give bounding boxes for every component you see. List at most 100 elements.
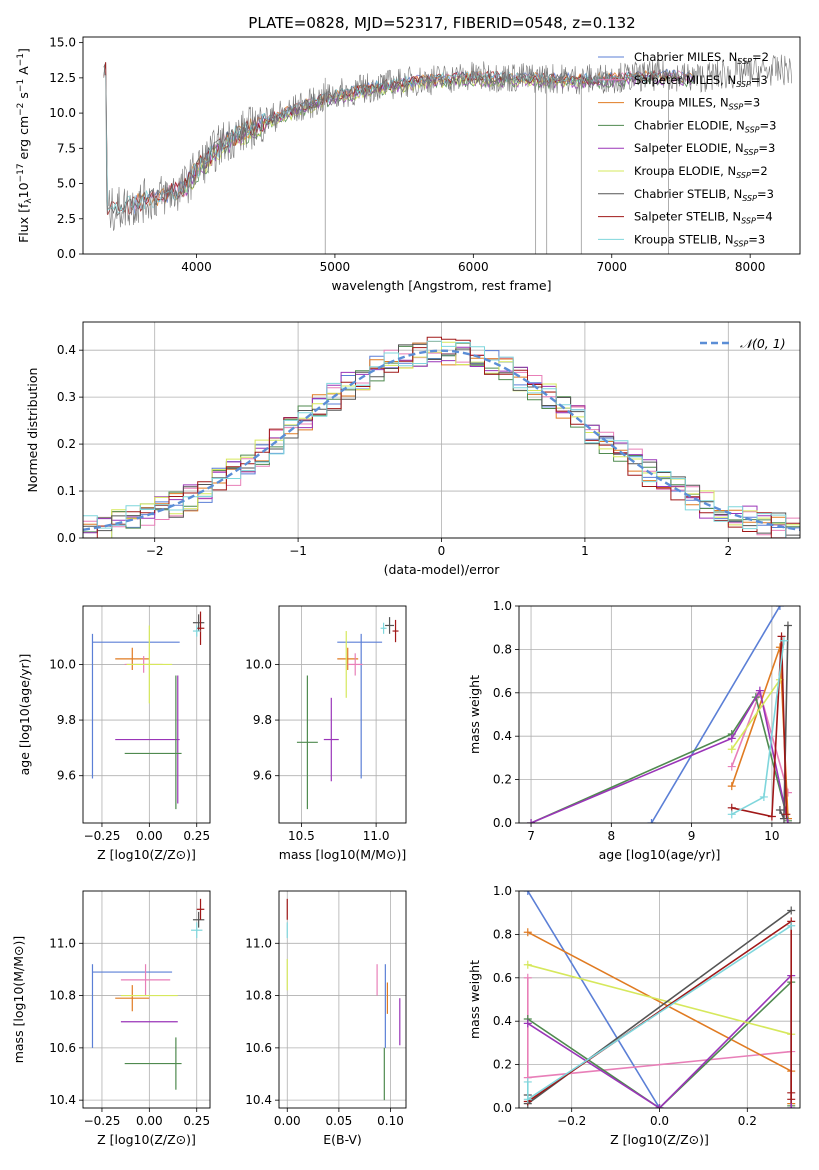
weight-marker	[523, 960, 532, 969]
errorbar-point	[196, 898, 205, 920]
x-tick-label: 9	[688, 829, 696, 843]
errorbar-point	[191, 922, 203, 939]
x-tick-label: −1	[289, 544, 307, 558]
x-axis-label: mass [log10(M/M⊙)]	[279, 847, 407, 862]
x-tick-label: 7000	[596, 260, 627, 274]
weight-marker	[655, 1104, 664, 1108]
errorbar-point	[192, 911, 205, 928]
weight-line-salpeter-stelib	[731, 636, 788, 818]
x-tick-label: 0.25	[183, 1114, 210, 1128]
axes-frame	[518, 890, 801, 1109]
errorbar-point	[126, 625, 173, 704]
weight-marker	[767, 812, 776, 821]
x-tick-label: 0.00	[136, 1114, 163, 1128]
x-tick-label: 6000	[458, 260, 489, 274]
y-tick-label: 1.0	[493, 884, 512, 898]
weight-marker	[779, 814, 788, 823]
x-tick-label: 0.2	[738, 1114, 757, 1128]
y-tick-label: 5.0	[57, 177, 76, 191]
legend-entry: Chabrier STELIB, NSSP=3	[634, 187, 774, 203]
weight-marker	[727, 734, 736, 743]
weight-line-salpeter-elodie	[530, 688, 789, 823]
weight-marker	[775, 606, 784, 610]
x-axis-label: wavelength [Angstrom, rest frame]	[331, 278, 551, 293]
y-tick-label: 10.6	[49, 1041, 76, 1055]
errorbar-point	[380, 622, 387, 634]
weight-marker	[727, 762, 736, 771]
y-tick-label: 9.6	[57, 769, 76, 783]
plot-area	[286, 898, 401, 1101]
weight-marker	[783, 621, 792, 630]
errorbar-point	[196, 611, 205, 645]
y-tick-label: 10.0	[49, 106, 76, 120]
weight-marker	[759, 792, 768, 801]
weight-marker	[783, 819, 792, 823]
x-axis-label: Z [log10(Z/Z⊙)]	[97, 1132, 196, 1147]
weight-marker	[727, 745, 736, 754]
plot-area	[103, 54, 792, 254]
x-axis-label: (data-model)/error	[384, 562, 501, 577]
weight-marker	[727, 810, 736, 819]
axes-frame	[278, 890, 407, 1109]
errorbar-point	[392, 619, 399, 643]
chart-age-vs-Z: −0.25 0.00 0.25 9.6 9.8 10.0 Z [log10(Z/Z⊙)] ag…	[17, 605, 211, 862]
errorbar-point	[192, 625, 201, 637]
x-tick-label: −0.2	[557, 1114, 586, 1128]
plot-area	[91, 898, 205, 1090]
y-tick-label: 10.8	[49, 989, 76, 1003]
legend-entry: Kroupa STELIB, NSSP=3	[634, 232, 765, 248]
y-tick-label: 12.5	[49, 71, 76, 85]
chart-spectrum: 4000 5000 6000 7000 8000 0.0 2.5 5.0 7.5 10.0 12.5…	[16, 36, 801, 293]
legend-entry: Salpeter ELODIE, NSSP=3	[634, 141, 775, 157]
chart-weight-vs-Z: −0.2 0.0 0.2 0.0 0.2 0.4 0.6 0.8 1.0 Z [log10(Z/Z…	[467, 884, 801, 1147]
spectrum-model-salpeter-miles	[133, 69, 695, 212]
y-tick-label: 10.8	[245, 989, 272, 1003]
y-tick-label: 10.0	[245, 657, 272, 671]
chart-mass-vs-Z: −0.25 0.00 0.25 10.4 10.6 10.8 11.0 Z [log10(Z/…	[11, 890, 211, 1147]
weight-marker	[787, 906, 796, 915]
spectrum-model-chabrier-elodie	[182, 73, 695, 194]
x-tick-label: 8000	[735, 260, 766, 274]
chart-age-vs-mass: 10.5 11.0 9.6 9.8 10.0 mass [log10(M/M⊙)]	[245, 605, 407, 862]
spectrum-model-kroupa-elodie	[182, 74, 585, 194]
y-axis-label: mass weight	[467, 960, 482, 1039]
spectrum-model-kroupa-miles	[133, 69, 695, 207]
axes-frame	[278, 605, 407, 824]
weight-marker	[787, 1104, 796, 1108]
spectrum-data-line	[103, 54, 792, 231]
x-tick-label: 5000	[320, 260, 351, 274]
weight-marker	[782, 810, 791, 819]
y-tick-label: 0.2	[493, 773, 512, 787]
weight-line-kroupa-elodie	[527, 964, 792, 1035]
axes-frame	[82, 36, 801, 255]
y-tick-label: 0.3	[57, 390, 76, 404]
x-axis-label: Z [log10(Z/Z⊙)]	[97, 847, 196, 862]
weight-marker	[775, 805, 784, 814]
weight-marker	[523, 1077, 532, 1086]
x-axis-label: age [log10(age/yr)]	[599, 847, 721, 862]
axes-frame	[82, 321, 801, 539]
weight-marker	[779, 636, 788, 645]
y-tick-label: 0.0	[57, 247, 76, 261]
y-tick-label: 0.0	[493, 1101, 512, 1115]
legend-entry: Salpeter STELIB, NSSP=4	[634, 210, 773, 226]
axes-frame	[518, 605, 801, 824]
chart-residual-histogram: −2 −1 0 1 2 0.0 0.1 0.2 0.3 0.4 𝒩(0, 1) (data-model…	[25, 321, 801, 577]
weight-line-chabrier-elodie	[530, 695, 789, 823]
y-tick-label: 1.0	[493, 599, 512, 613]
y-tick-label: 0.0	[57, 531, 76, 545]
weight-marker	[523, 928, 532, 937]
y-tick-label: 11.0	[49, 936, 76, 950]
y-tick-label: 9.8	[253, 713, 272, 727]
x-tick-label: 1	[581, 544, 589, 558]
y-tick-label: 0.4	[57, 343, 76, 357]
x-tick-label: 0.10	[377, 1114, 404, 1128]
y-tick-label: 0.6	[493, 971, 512, 985]
x-tick-label: −2	[146, 544, 164, 558]
legend-entry: Chabrier MILES, NSSP=2	[634, 50, 769, 66]
x-tick-label: 7	[527, 829, 535, 843]
weight-marker	[787, 1095, 796, 1104]
weight-line-chabrier-miles	[527, 891, 661, 1108]
y-axis-label: Flux [fλ10−17 erg cm−2 s−1 A−1]	[16, 48, 34, 243]
y-tick-label: 0.2	[493, 1058, 512, 1072]
